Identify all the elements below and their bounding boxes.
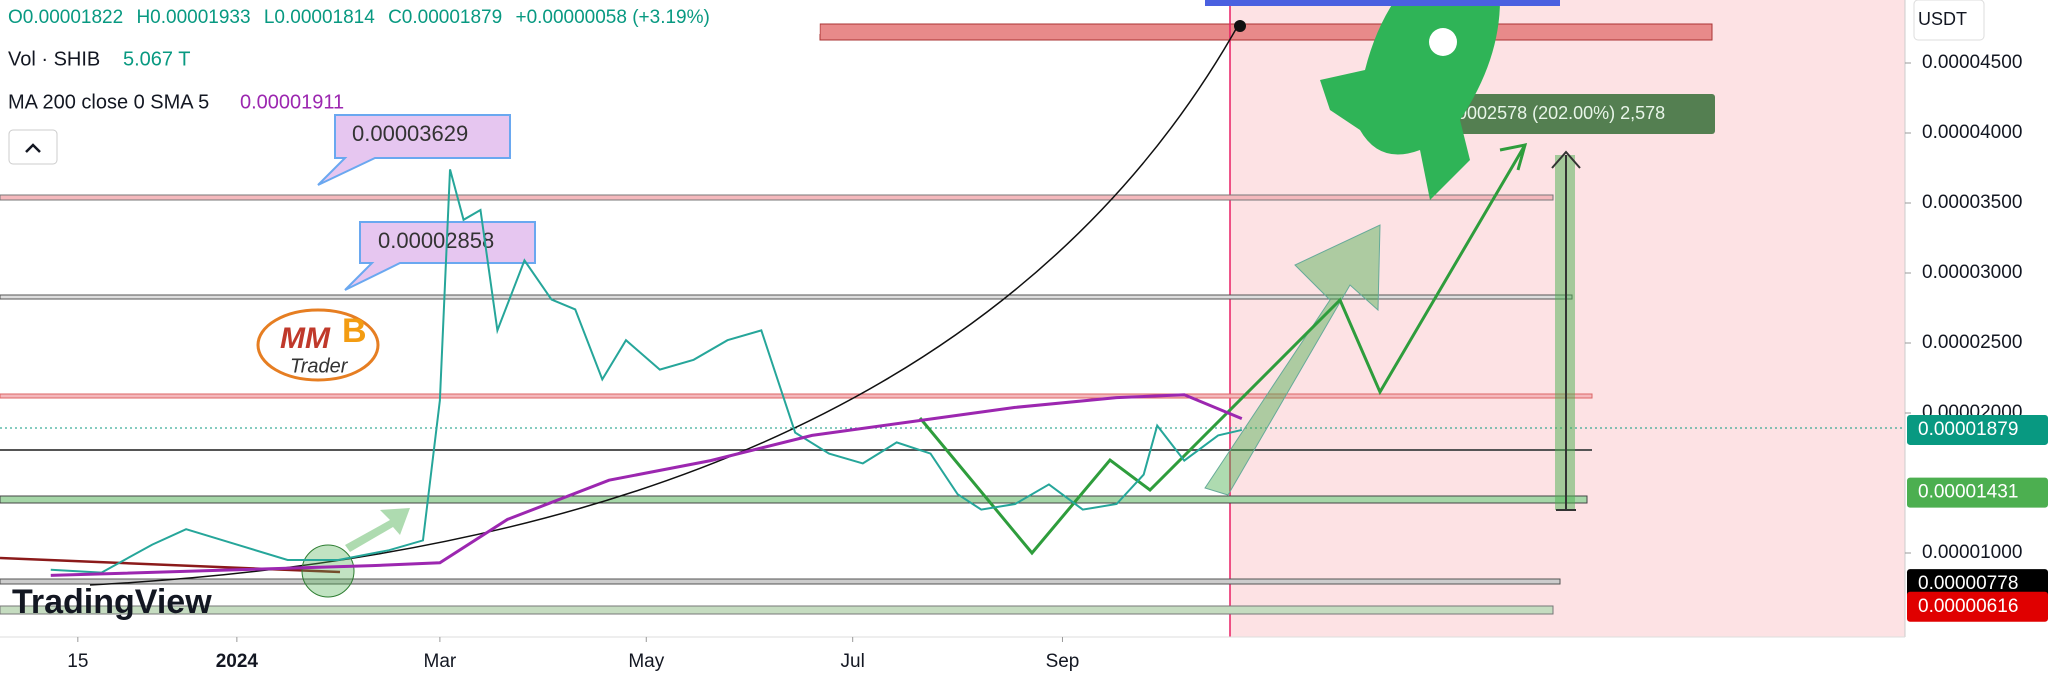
small-arrow xyxy=(345,508,410,552)
rocket-body xyxy=(1320,0,1500,200)
callout-text: 0.00002858 xyxy=(378,228,494,253)
price-label: 0.00000616 xyxy=(1918,596,2018,617)
projection-path xyxy=(918,144,1527,556)
low: L0.00001814 xyxy=(264,7,375,28)
logo-text: Trader xyxy=(290,355,349,377)
volume-value: 5.067 T xyxy=(123,48,190,70)
price-label-box xyxy=(1907,569,2048,600)
level xyxy=(0,194,1554,201)
ohlc: O0.00001822 H0.00001933 L0.00001814 C0.0… xyxy=(8,7,710,28)
price-label-box xyxy=(1907,591,2048,622)
ma-label: MA 200 close 0 SMA 5 xyxy=(8,91,209,113)
currency-box xyxy=(1913,0,1985,41)
ma-value: 0.00001911 xyxy=(240,91,344,113)
projection-head xyxy=(1499,143,1528,171)
price-label: 0.00000778 xyxy=(1918,573,2018,594)
x-tick-label: Jul xyxy=(841,651,865,672)
open: O0.00001822 xyxy=(8,7,123,28)
measure-label: 0.00002578 (202.00%) 2,578 xyxy=(1432,103,1665,123)
collapse-icon xyxy=(25,143,41,153)
logo-text: MM xyxy=(280,322,331,355)
change: +0.00000058 (+3.19%) xyxy=(515,7,709,28)
currency: USDT xyxy=(1918,9,1967,29)
big-arrow xyxy=(1204,224,1381,496)
time-axis xyxy=(0,637,1905,684)
label-edge xyxy=(1205,0,1560,6)
watermark: TradingView xyxy=(12,583,212,621)
price-label-box xyxy=(1907,477,2048,508)
y-tick-label: 0.00004000 xyxy=(1922,122,2022,143)
callout xyxy=(344,221,536,291)
callout-text: 0.00003629 xyxy=(352,121,468,146)
x-tick-label: May xyxy=(628,651,664,672)
x-tick-label: 2024 xyxy=(216,651,259,672)
resistance-zone xyxy=(819,23,1713,41)
level xyxy=(0,393,1593,399)
rocket xyxy=(1320,0,1500,200)
level xyxy=(0,495,1588,504)
price-label: 0.00001431 xyxy=(1918,482,2018,503)
level xyxy=(0,578,1561,585)
measure-ends xyxy=(1551,150,1581,511)
legend-bg xyxy=(0,0,820,34)
logo-text: B xyxy=(342,312,367,350)
logo xyxy=(256,308,380,382)
y-tick-label: 0.00002500 xyxy=(1922,332,2022,353)
y-tick-label: 0.00004500 xyxy=(1922,52,2022,73)
callout xyxy=(317,114,511,186)
y-tick-label: 0.00003000 xyxy=(1922,262,2022,283)
y-tick-label: 0.00001000 xyxy=(1922,542,2022,563)
price-label-box xyxy=(1907,414,2048,445)
rocket-window xyxy=(1429,28,1457,56)
high: H0.00001933 xyxy=(136,7,250,28)
level xyxy=(0,605,1554,615)
price-line xyxy=(50,169,1243,574)
x-tick-label: 15 xyxy=(67,651,88,672)
close: C0.00001879 xyxy=(388,7,502,28)
price-label: 0.00001879 xyxy=(1918,419,2018,440)
collapse-button[interactable] xyxy=(8,129,58,165)
measure-box xyxy=(1418,94,1715,134)
x-tick-label: Sep xyxy=(1046,651,1080,672)
curve-end xyxy=(1234,20,1246,32)
highlight xyxy=(301,544,355,598)
volume-label: Vol · SHIB xyxy=(8,48,100,70)
price-line xyxy=(50,393,1243,577)
y-tick-label: 0.00003500 xyxy=(1922,192,2022,213)
x-tick-label: Mar xyxy=(424,651,457,672)
